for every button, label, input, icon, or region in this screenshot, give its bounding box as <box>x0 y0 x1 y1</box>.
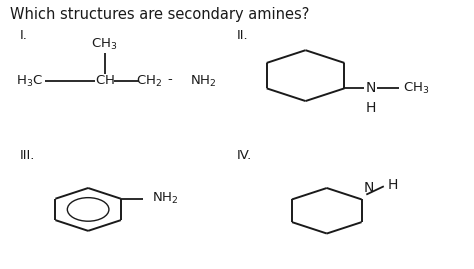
Text: $\mathregular{CH_3}$: $\mathregular{CH_3}$ <box>403 81 430 96</box>
Text: $\mathregular{CH_3}$: $\mathregular{CH_3}$ <box>91 36 118 52</box>
Text: N: N <box>364 181 374 195</box>
Text: H: H <box>388 178 398 192</box>
Text: H: H <box>365 101 375 115</box>
Text: I.: I. <box>19 29 27 42</box>
Text: IV.: IV. <box>237 149 252 162</box>
Text: -: - <box>167 73 172 86</box>
Text: $\mathregular{NH_2}$: $\mathregular{NH_2}$ <box>190 73 217 89</box>
Text: Which structures are secondary amines?: Which structures are secondary amines? <box>10 7 310 22</box>
Text: $\mathregular{H_3C}$: $\mathregular{H_3C}$ <box>16 73 43 89</box>
Text: $\mathregular{NH_2}$: $\mathregular{NH_2}$ <box>152 191 179 206</box>
Text: $\mathregular{CH_2}$: $\mathregular{CH_2}$ <box>137 73 163 89</box>
Text: III.: III. <box>19 149 35 162</box>
Text: N: N <box>365 81 375 95</box>
Text: $\mathregular{CH}$: $\mathregular{CH}$ <box>95 75 115 87</box>
Text: II.: II. <box>237 29 249 42</box>
